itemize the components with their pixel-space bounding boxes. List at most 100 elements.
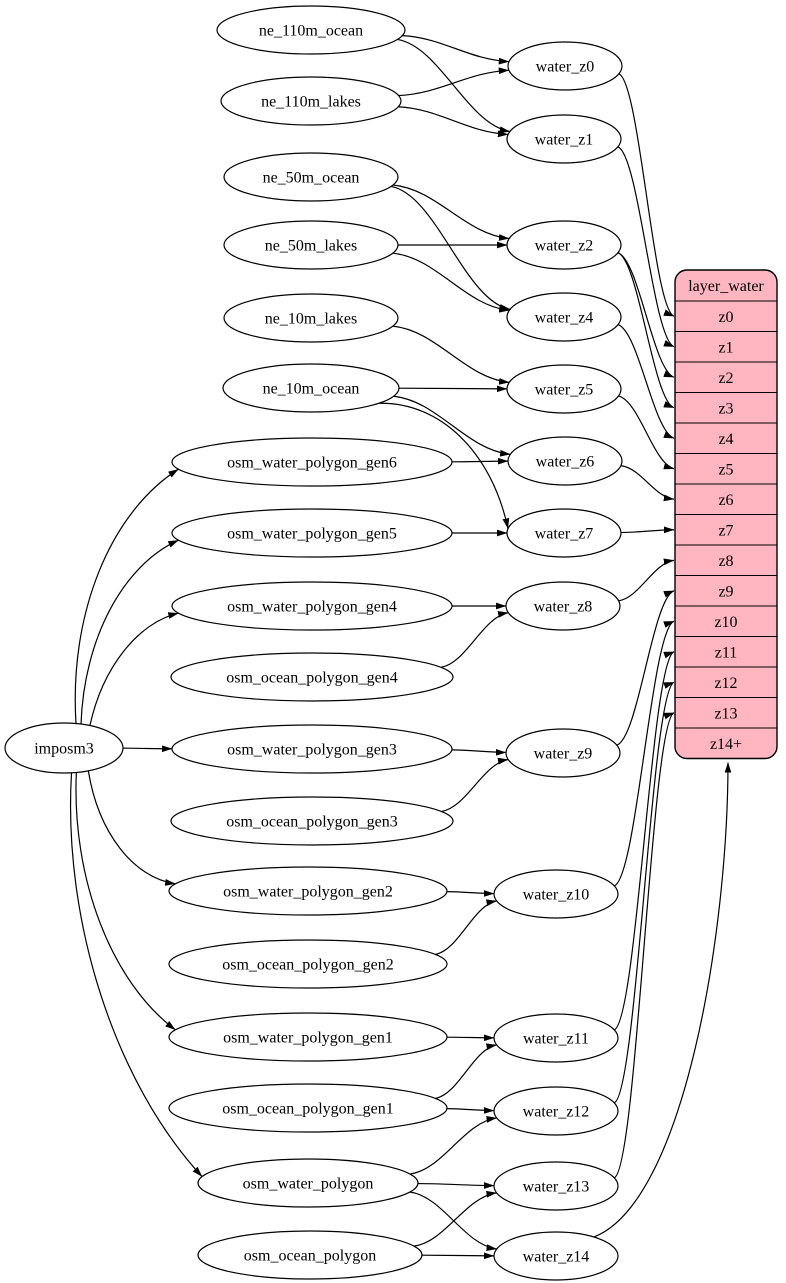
node-water_z1: water_z1	[506, 114, 622, 164]
node-shape-osm_ocean_polygon_gen4	[170, 652, 454, 702]
node-water_z12: water_z12	[493, 1086, 619, 1136]
node-label-water_z5: water_z5	[535, 382, 594, 399]
node-label-water_z2: water_z2	[535, 238, 594, 255]
edge-ne_10m_ocean--water_z7	[378, 402, 510, 529]
table-row-z11: z11	[715, 644, 738, 661]
node-ne_110m_lakes: ne_110m_lakes	[220, 76, 402, 126]
node-ne_10m_ocean: ne_10m_ocean	[222, 363, 400, 413]
node-osm_water_polygon_gen4: osm_water_polygon_gen4	[171, 581, 453, 631]
node-label-osm_water_polygon_gen1: osm_water_polygon_gen1	[223, 1030, 393, 1047]
edge-ne_50m_lakes--water_z4	[392, 252, 510, 313]
node-water_z5: water_z5	[506, 364, 622, 414]
node-label-water_z4: water_z4	[535, 310, 594, 327]
edge-water_z11--layer_water-z11	[613, 651, 675, 1031]
table-row-z12: z12	[714, 675, 737, 692]
node-label-water_z7: water_z7	[535, 526, 594, 543]
node-water_z4: water_z4	[506, 292, 622, 342]
node-label-osm_water_polygon_gen3: osm_water_polygon_gen3	[227, 742, 397, 759]
table-row-z1: z1	[718, 339, 733, 356]
edge-ne_50m_ocean--water_z4	[390, 185, 511, 311]
edge-ne_110m_ocean--water_z0	[402, 35, 510, 65]
edge-water_z5--layer_water-z5	[618, 395, 675, 470]
node-shape-ne_110m_ocean	[216, 5, 406, 55]
node-osm_water_polygon_gen1: osm_water_polygon_gen1	[168, 1012, 448, 1062]
table-title: layer_water	[688, 278, 764, 295]
node-label-osm_ocean_polygon_gen2: osm_ocean_polygon_gen2	[222, 957, 394, 974]
edge-osm_water_polygon_gen6--water_z6	[451, 457, 509, 465]
table-row-z10: z10	[714, 614, 737, 631]
node-label-osm_water_polygon_gen4: osm_water_polygon_gen4	[227, 599, 397, 616]
node-label-ne_10m_lakes: ne_10m_lakes	[265, 311, 357, 328]
node-label-water_z13: water_z13	[523, 1179, 590, 1196]
node-ne_10m_lakes: ne_10m_lakes	[223, 293, 399, 343]
node-ne_50m_ocean: ne_50m_ocean	[223, 152, 399, 202]
edge-osm_ocean_polygon--water_z14	[421, 1252, 495, 1260]
edge-osm_ocean_polygon_gen4--water_z8	[440, 611, 509, 668]
node-label-osm_ocean_polygon_gen3: osm_ocean_polygon_gen3	[226, 814, 398, 831]
node-shape-osm_ocean_polygon_gen2	[168, 939, 448, 989]
node-label-ne_110m_lakes: ne_110m_lakes	[261, 94, 361, 111]
edge-water_z14--layer_water-z14+	[593, 762, 732, 1238]
node-imposm3: imposm3	[4, 722, 124, 774]
edge-water_z0--layer_water-z0	[618, 73, 675, 317]
edge-osm_water_polygon--water_z14	[409, 1191, 497, 1251]
node-osm_ocean_polygon: osm_ocean_polygon	[197, 1230, 423, 1280]
edge-water_z4--layer_water-z4	[617, 324, 675, 439]
node-label-water_z10: water_z10	[523, 887, 590, 904]
table-row-z2: z2	[718, 370, 733, 387]
node-water_z10: water_z10	[493, 869, 619, 919]
node-label-ne_50m_lakes: ne_50m_lakes	[265, 238, 357, 255]
node-label-water_z9: water_z9	[534, 746, 593, 763]
node-label-osm_water_polygon_gen5: osm_water_polygon_gen5	[227, 526, 397, 543]
node-label-water_z8: water_z8	[534, 599, 593, 616]
edge-water_z10--layer_water-z10	[613, 620, 675, 887]
table-row-z0: z0	[718, 309, 733, 326]
edge-water_z13--layer_water-z13	[613, 712, 675, 1179]
edge-water_z1--layer_water-z1	[617, 146, 675, 348]
node-shape-water_z1	[506, 114, 622, 164]
node-label-osm_water_polygon_gen6: osm_water_polygon_gen6	[227, 455, 397, 472]
table-row-z5: z5	[718, 461, 733, 478]
edge-osm_water_polygon_gen3--water_z9	[451, 748, 507, 756]
edge-osm_ocean_polygon_gen1--water_z11	[435, 1043, 497, 1100]
edge-ne_10m_ocean--water_z6	[393, 395, 511, 457]
node-shape-osm_ocean_polygon_gen1	[168, 1083, 448, 1133]
edge-osm_water_polygon--water_z12	[409, 1115, 497, 1175]
node-osm_ocean_polygon_gen4: osm_ocean_polygon_gen4	[170, 652, 454, 702]
edge-imposm3--osm_water_polygon_gen2	[87, 770, 176, 886]
edge-osm_ocean_polygon_gen2--water_z10	[435, 899, 497, 956]
edge-water_z6--layer_water-z6	[620, 465, 675, 502]
edge-osm_ocean_polygon_gen1--water_z12	[446, 1107, 495, 1114]
edge-imposm3--osm_water_polygon_gen4	[89, 612, 179, 726]
node-ne_110m_ocean: ne_110m_ocean	[216, 5, 406, 55]
node-osm_ocean_polygon_gen2: osm_ocean_polygon_gen2	[168, 939, 448, 989]
edge-water_z2--layer_water-z3	[617, 252, 675, 409]
edge-osm_ocean_polygon_gen3--water_z9	[441, 757, 509, 813]
node-label-ne_10m_ocean: ne_10m_ocean	[263, 381, 360, 398]
edge-imposm3--osm_water_polygon_gen6	[74, 468, 179, 724]
edge-ne_110m_ocean--water_z1	[397, 38, 511, 134]
node-osm_ocean_polygon_gen3: osm_ocean_polygon_gen3	[170, 796, 454, 846]
node-osm_ocean_polygon_gen1: osm_ocean_polygon_gen1	[168, 1083, 448, 1133]
edge-ne_10m_ocean--water_z5	[398, 385, 508, 393]
table-row-z9: z9	[718, 583, 733, 600]
node-water_z13: water_z13	[493, 1161, 619, 1211]
node-osm_water_polygon_gen2: osm_water_polygon_gen2	[168, 866, 448, 916]
layer-water-table: layer_water z0 z1 z2 z3 z4 z5 z6 z7 z8 z9 z10 z11 z12…	[674, 269, 778, 760]
table-row-z3: z3	[718, 400, 733, 417]
node-shape-water_z0	[507, 41, 623, 91]
edge-osm_ocean_polygon--water_z13	[413, 1190, 497, 1247]
node-water_z8: water_z8	[505, 581, 621, 631]
node-shape-osm_ocean_polygon_gen3	[170, 796, 454, 846]
edge-ne_110m_lakes--water_z1	[398, 106, 509, 138]
node-label-osm_water_polygon: osm_water_polygon	[243, 1176, 374, 1193]
node-osm_water_polygon_gen5: osm_water_polygon_gen5	[171, 508, 453, 558]
node-shape-ne_110m_lakes	[220, 76, 402, 126]
node-shape-osm_water_polygon_gen2	[168, 866, 448, 916]
node-label-water_z0: water_z0	[536, 59, 595, 76]
node-water_z7: water_z7	[506, 508, 622, 558]
node-shape-ne_50m_ocean	[223, 152, 399, 202]
edge-imposm3--osm_water_polygon_gen1	[75, 772, 176, 1031]
node-label-water_z14: water_z14	[523, 1249, 590, 1266]
